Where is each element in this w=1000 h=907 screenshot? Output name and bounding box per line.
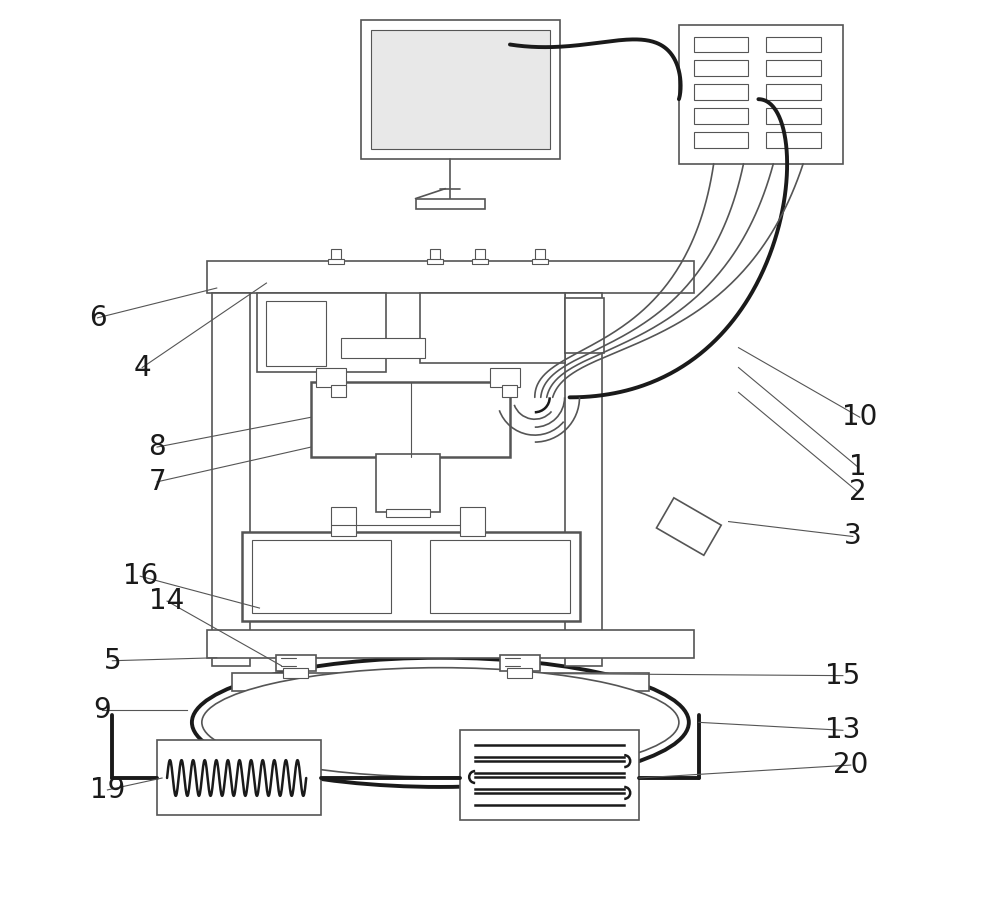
Bar (157, 740, 321, 814)
Text: 3: 3 (844, 522, 862, 551)
Bar (565, 298, 604, 353)
Text: 5: 5 (104, 647, 121, 675)
Bar (331, 507, 356, 536)
Bar (331, 249, 341, 261)
Text: 1: 1 (849, 453, 867, 481)
Ellipse shape (202, 668, 679, 777)
Text: 14: 14 (149, 587, 185, 615)
Text: 13: 13 (825, 717, 861, 745)
Bar (430, 249, 440, 261)
Bar (694, 132, 748, 148)
Text: 4: 4 (133, 354, 151, 382)
Bar (266, 301, 326, 366)
Ellipse shape (192, 658, 689, 787)
Bar (283, 668, 308, 678)
Bar (502, 385, 517, 397)
Bar (207, 261, 694, 293)
Text: 20: 20 (833, 751, 869, 779)
Bar (500, 655, 540, 670)
Bar (341, 337, 425, 357)
Bar (331, 385, 346, 397)
Bar (232, 673, 649, 690)
Bar (694, 108, 748, 124)
Bar (475, 249, 485, 261)
Bar (766, 132, 821, 148)
Bar (694, 84, 748, 100)
Bar (490, 367, 520, 387)
Text: 2: 2 (849, 478, 867, 506)
Bar (252, 541, 391, 613)
Bar (766, 36, 821, 53)
Bar (416, 199, 485, 209)
Bar (766, 84, 821, 100)
Text: 10: 10 (842, 404, 877, 431)
Text: 16: 16 (123, 562, 158, 590)
Bar (679, 24, 843, 164)
Bar (460, 507, 485, 536)
Text: 6: 6 (89, 304, 106, 332)
Bar (242, 532, 580, 621)
Bar (276, 655, 316, 670)
Bar (328, 259, 344, 264)
Bar (766, 61, 821, 76)
Bar (371, 30, 550, 149)
Bar (257, 293, 386, 373)
Text: 8: 8 (148, 433, 166, 461)
Bar (376, 454, 440, 512)
Bar (361, 20, 560, 159)
Bar (430, 541, 570, 613)
Text: 9: 9 (94, 697, 111, 725)
Bar (532, 259, 548, 264)
Bar (427, 259, 443, 264)
Bar (766, 108, 821, 124)
Bar (565, 293, 602, 666)
Bar (386, 509, 430, 517)
Bar (694, 61, 748, 76)
Bar (212, 293, 250, 666)
Bar (694, 36, 748, 53)
Text: 7: 7 (148, 468, 166, 496)
Bar (316, 367, 346, 387)
Bar (207, 630, 694, 658)
Text: 15: 15 (825, 661, 861, 689)
Text: 19: 19 (90, 775, 125, 804)
Polygon shape (656, 498, 721, 555)
Bar (420, 293, 565, 363)
Bar (535, 249, 545, 261)
Bar (507, 668, 532, 678)
Bar (472, 259, 488, 264)
Bar (460, 730, 639, 820)
Bar (311, 383, 510, 457)
